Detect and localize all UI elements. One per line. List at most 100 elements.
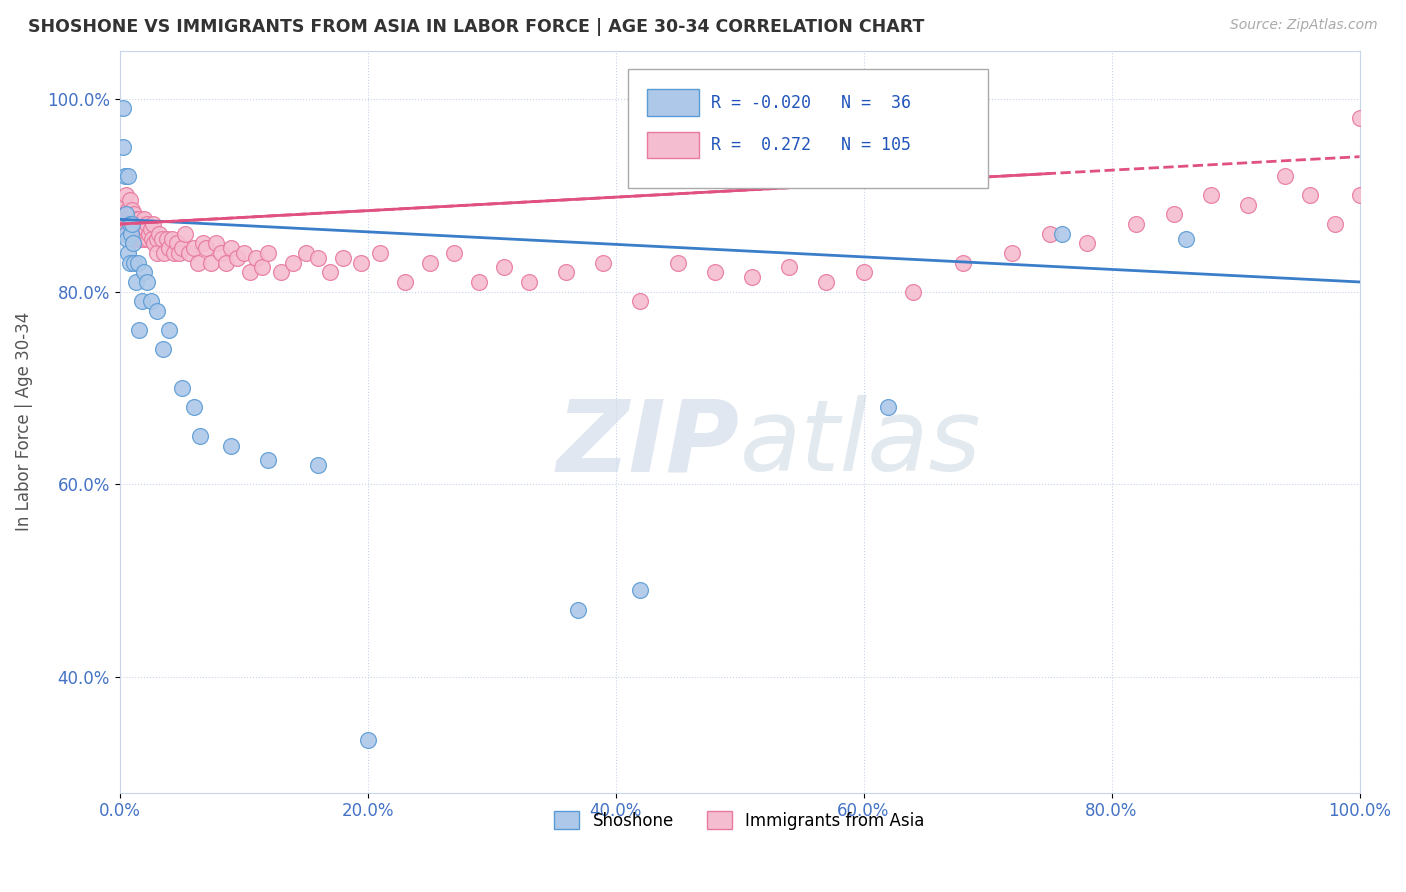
Point [122,212,145,227]
Point [952,255,974,269]
Point [177,246,200,260]
Point [125,212,148,227]
Point [150,231,173,245]
Point [517,275,540,289]
FancyBboxPatch shape [628,70,987,188]
Point [146,246,169,260]
Legend: Shoshone, Immigrants from Asia: Shoshone, Immigrants from Asia [547,805,932,837]
Point [174,227,197,241]
Point [127,217,149,231]
Point [195,241,218,255]
Point [131,217,153,231]
Point [468,275,491,289]
Point [232,246,254,260]
Point [219,439,242,453]
Point [157,323,180,337]
Point [877,401,900,415]
Point [350,255,373,269]
Point [141,231,163,245]
Point [163,246,186,260]
Point [394,275,416,289]
Point [117,246,139,260]
Point [125,231,148,245]
Point [1163,207,1185,221]
Point [215,255,238,269]
Point [125,217,148,231]
Point [170,381,193,395]
Text: SHOSHONE VS IMMIGRANTS FROM ASIA IN LABOR FORCE | AGE 30-34 CORRELATION CHART: SHOSHONE VS IMMIGRANTS FROM ASIA IN LABO… [28,18,925,36]
Point [166,236,188,251]
Point [555,265,578,279]
Point [356,732,378,747]
Point [112,217,135,231]
Point [741,270,763,285]
Text: atlas: atlas [740,395,981,492]
Point [121,217,143,231]
Point [205,236,228,251]
Point [125,275,148,289]
Point [257,246,280,260]
Point [128,323,150,337]
Point [153,246,176,260]
Point [128,212,150,227]
Point [294,246,316,260]
Point [852,265,875,279]
Point [1348,111,1371,125]
Point [115,227,138,241]
Point [127,255,149,269]
Point [183,401,205,415]
Y-axis label: In Labor Force | Age 30-34: In Labor Force | Age 30-34 [15,312,32,532]
Point [131,294,153,309]
Point [152,343,174,357]
Point [117,202,139,217]
Point [135,217,157,231]
Point [121,202,143,217]
Point [138,227,160,241]
Text: ZIP: ZIP [557,395,740,492]
Point [419,255,441,269]
Point [122,227,145,241]
Point [157,241,180,255]
Point [127,227,149,241]
Point [368,246,391,260]
Point [1274,169,1296,183]
Point [139,294,162,309]
Point [114,188,136,202]
Point [245,251,267,265]
Point [1348,188,1371,202]
Point [666,255,689,269]
Point [703,265,725,279]
Point [114,207,136,221]
Point [115,207,138,221]
Point [492,260,515,275]
Point [114,227,136,241]
Point [118,207,141,221]
Point [114,207,136,221]
Point [135,222,157,236]
Point [283,255,305,269]
Point [901,285,924,299]
Point [778,260,800,275]
Point [134,212,156,227]
Point [134,265,156,279]
Point [257,453,280,467]
Point [134,231,156,245]
Point [1323,217,1346,231]
Point [1299,188,1322,202]
FancyBboxPatch shape [647,89,699,116]
Point [124,255,146,269]
Point [112,102,135,116]
Point [118,217,141,231]
Point [226,251,249,265]
Point [815,275,838,289]
Text: Source: ZipAtlas.com: Source: ZipAtlas.com [1230,18,1378,32]
Text: R = -0.020   N =  36: R = -0.020 N = 36 [711,94,911,112]
Point [567,602,589,616]
Point [142,217,165,231]
Point [307,251,329,265]
Point [156,231,179,245]
Point [1076,236,1098,251]
Point [118,255,141,269]
Point [132,222,155,236]
Point [135,275,157,289]
